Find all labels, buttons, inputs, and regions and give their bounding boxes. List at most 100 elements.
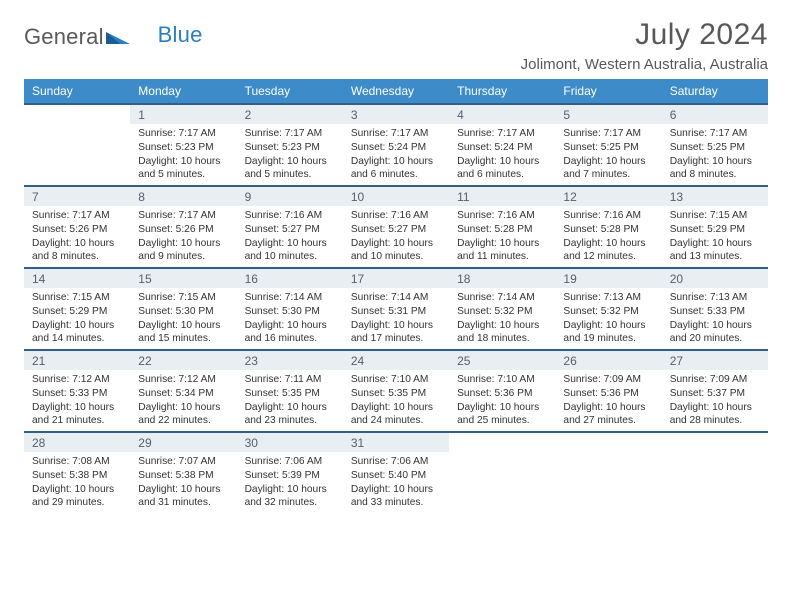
day-number: 30 (237, 433, 343, 452)
calendar-cell: 12Sunrise: 7:16 AMSunset: 5:28 PMDayligh… (555, 186, 661, 268)
day-number: 5 (555, 105, 661, 124)
day-number: 31 (343, 433, 449, 452)
day-info: Sunrise: 7:14 AMSunset: 5:31 PMDaylight:… (343, 288, 449, 348)
day-info: Sunrise: 7:09 AMSunset: 5:36 PMDaylight:… (555, 370, 661, 430)
day-number: 9 (237, 187, 343, 206)
month-title: July 2024 (521, 18, 768, 52)
day-number (555, 433, 661, 438)
calendar-cell: 7Sunrise: 7:17 AMSunset: 5:26 PMDaylight… (24, 186, 130, 268)
day-info: Sunrise: 7:10 AMSunset: 5:35 PMDaylight:… (343, 370, 449, 430)
day-info: Sunrise: 7:17 AMSunset: 5:25 PMDaylight:… (662, 124, 768, 184)
day-info: Sunrise: 7:15 AMSunset: 5:29 PMDaylight:… (24, 288, 130, 348)
calendar-row: 7Sunrise: 7:17 AMSunset: 5:26 PMDaylight… (24, 186, 768, 268)
day-number: 11 (449, 187, 555, 206)
day-header: Friday (555, 79, 661, 104)
day-number: 17 (343, 269, 449, 288)
day-number (24, 105, 130, 110)
day-info: Sunrise: 7:06 AMSunset: 5:39 PMDaylight:… (237, 452, 343, 512)
day-info: Sunrise: 7:15 AMSunset: 5:29 PMDaylight:… (662, 206, 768, 266)
calendar-cell: 26Sunrise: 7:09 AMSunset: 5:36 PMDayligh… (555, 350, 661, 432)
calendar-cell (449, 432, 555, 514)
calendar-table: SundayMondayTuesdayWednesdayThursdayFrid… (24, 79, 768, 514)
day-number: 7 (24, 187, 130, 206)
logo-word1: General (24, 24, 104, 50)
day-number: 15 (130, 269, 236, 288)
calendar-cell: 30Sunrise: 7:06 AMSunset: 5:39 PMDayligh… (237, 432, 343, 514)
day-number: 3 (343, 105, 449, 124)
logo-word2: Blue (158, 22, 203, 48)
day-info: Sunrise: 7:16 AMSunset: 5:27 PMDaylight:… (237, 206, 343, 266)
calendar-cell: 2Sunrise: 7:17 AMSunset: 5:23 PMDaylight… (237, 104, 343, 186)
day-info: Sunrise: 7:13 AMSunset: 5:33 PMDaylight:… (662, 288, 768, 348)
calendar-cell: 9Sunrise: 7:16 AMSunset: 5:27 PMDaylight… (237, 186, 343, 268)
day-info: Sunrise: 7:12 AMSunset: 5:34 PMDaylight:… (130, 370, 236, 430)
calendar-cell: 17Sunrise: 7:14 AMSunset: 5:31 PMDayligh… (343, 268, 449, 350)
day-number (449, 433, 555, 438)
title-block: July 2024 Jolimont, Western Australia, A… (521, 18, 768, 73)
location: Jolimont, Western Australia, Australia (521, 56, 768, 73)
day-number: 10 (343, 187, 449, 206)
header: General Blue July 2024 Jolimont, Western… (24, 18, 768, 73)
day-info: Sunrise: 7:13 AMSunset: 5:32 PMDaylight:… (555, 288, 661, 348)
day-header: Thursday (449, 79, 555, 104)
day-number: 27 (662, 351, 768, 370)
calendar-cell: 31Sunrise: 7:06 AMSunset: 5:40 PMDayligh… (343, 432, 449, 514)
day-info: Sunrise: 7:06 AMSunset: 5:40 PMDaylight:… (343, 452, 449, 512)
day-info: Sunrise: 7:09 AMSunset: 5:37 PMDaylight:… (662, 370, 768, 430)
calendar-cell: 23Sunrise: 7:11 AMSunset: 5:35 PMDayligh… (237, 350, 343, 432)
calendar-cell: 27Sunrise: 7:09 AMSunset: 5:37 PMDayligh… (662, 350, 768, 432)
calendar-cell: 21Sunrise: 7:12 AMSunset: 5:33 PMDayligh… (24, 350, 130, 432)
day-number: 8 (130, 187, 236, 206)
logo: General Blue (24, 24, 203, 50)
day-info: Sunrise: 7:17 AMSunset: 5:26 PMDaylight:… (24, 206, 130, 266)
calendar-cell: 1Sunrise: 7:17 AMSunset: 5:23 PMDaylight… (130, 104, 236, 186)
day-header-row: SundayMondayTuesdayWednesdayThursdayFrid… (24, 79, 768, 104)
day-info: Sunrise: 7:08 AMSunset: 5:38 PMDaylight:… (24, 452, 130, 512)
calendar-cell: 19Sunrise: 7:13 AMSunset: 5:32 PMDayligh… (555, 268, 661, 350)
day-number (662, 433, 768, 438)
calendar-cell: 6Sunrise: 7:17 AMSunset: 5:25 PMDaylight… (662, 104, 768, 186)
logo-mark-icon (106, 26, 130, 49)
day-header: Sunday (24, 79, 130, 104)
day-info: Sunrise: 7:12 AMSunset: 5:33 PMDaylight:… (24, 370, 130, 430)
calendar-cell: 29Sunrise: 7:07 AMSunset: 5:38 PMDayligh… (130, 432, 236, 514)
day-number: 13 (662, 187, 768, 206)
day-info: Sunrise: 7:17 AMSunset: 5:24 PMDaylight:… (449, 124, 555, 184)
calendar-row: 1Sunrise: 7:17 AMSunset: 5:23 PMDaylight… (24, 104, 768, 186)
day-info: Sunrise: 7:17 AMSunset: 5:25 PMDaylight:… (555, 124, 661, 184)
day-info: Sunrise: 7:17 AMSunset: 5:24 PMDaylight:… (343, 124, 449, 184)
calendar-cell: 10Sunrise: 7:16 AMSunset: 5:27 PMDayligh… (343, 186, 449, 268)
day-number: 25 (449, 351, 555, 370)
calendar-cell: 25Sunrise: 7:10 AMSunset: 5:36 PMDayligh… (449, 350, 555, 432)
day-number: 21 (24, 351, 130, 370)
day-number: 14 (24, 269, 130, 288)
calendar-cell: 16Sunrise: 7:14 AMSunset: 5:30 PMDayligh… (237, 268, 343, 350)
day-info: Sunrise: 7:16 AMSunset: 5:28 PMDaylight:… (555, 206, 661, 266)
day-number: 24 (343, 351, 449, 370)
calendar-cell: 13Sunrise: 7:15 AMSunset: 5:29 PMDayligh… (662, 186, 768, 268)
calendar-cell: 18Sunrise: 7:14 AMSunset: 5:32 PMDayligh… (449, 268, 555, 350)
day-header: Monday (130, 79, 236, 104)
day-info: Sunrise: 7:14 AMSunset: 5:30 PMDaylight:… (237, 288, 343, 348)
day-info: Sunrise: 7:14 AMSunset: 5:32 PMDaylight:… (449, 288, 555, 348)
day-header: Wednesday (343, 79, 449, 104)
calendar-cell: 11Sunrise: 7:16 AMSunset: 5:28 PMDayligh… (449, 186, 555, 268)
calendar-cell: 8Sunrise: 7:17 AMSunset: 5:26 PMDaylight… (130, 186, 236, 268)
day-number: 6 (662, 105, 768, 124)
day-info: Sunrise: 7:07 AMSunset: 5:38 PMDaylight:… (130, 452, 236, 512)
day-number: 19 (555, 269, 661, 288)
day-header: Saturday (662, 79, 768, 104)
calendar-cell: 14Sunrise: 7:15 AMSunset: 5:29 PMDayligh… (24, 268, 130, 350)
day-number: 18 (449, 269, 555, 288)
calendar-row: 14Sunrise: 7:15 AMSunset: 5:29 PMDayligh… (24, 268, 768, 350)
day-number: 4 (449, 105, 555, 124)
day-number: 22 (130, 351, 236, 370)
calendar-cell: 28Sunrise: 7:08 AMSunset: 5:38 PMDayligh… (24, 432, 130, 514)
day-number: 12 (555, 187, 661, 206)
day-header: Tuesday (237, 79, 343, 104)
calendar-row: 28Sunrise: 7:08 AMSunset: 5:38 PMDayligh… (24, 432, 768, 514)
day-number: 23 (237, 351, 343, 370)
day-number: 26 (555, 351, 661, 370)
calendar-cell (24, 104, 130, 186)
day-number: 1 (130, 105, 236, 124)
